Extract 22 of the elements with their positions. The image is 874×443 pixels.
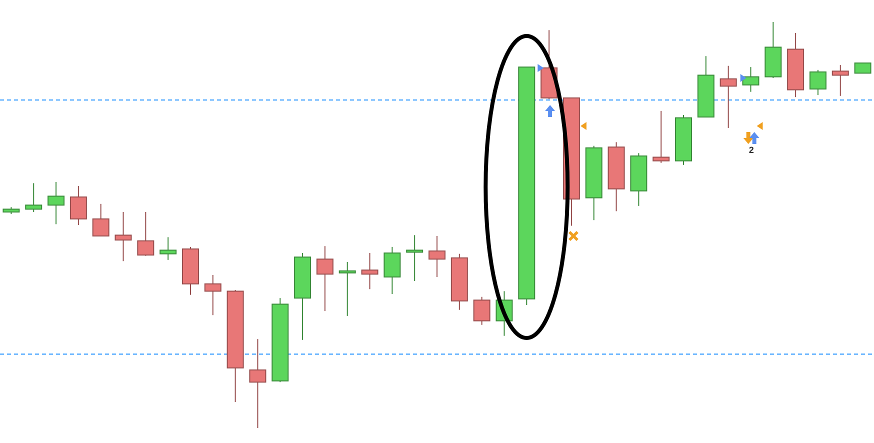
- annotation: 2: [748, 145, 754, 155]
- candlestick: [25, 182, 42, 213]
- candlestick: [652, 110, 670, 164]
- candlestick: [473, 296, 490, 326]
- candlestick: [854, 62, 872, 74]
- candlestick: [361, 252, 378, 290]
- candlestick: [406, 234, 424, 282]
- candlestick: [92, 203, 110, 236]
- candlestick: [316, 246, 334, 312]
- candlestick: [204, 274, 222, 316]
- candlestick: [114, 212, 132, 262]
- candlestick: [338, 261, 356, 316]
- candlestick: [384, 246, 401, 295]
- candlestick: [137, 212, 154, 256]
- candlestick: [809, 69, 826, 96]
- candlestick: [720, 65, 737, 128]
- candlestick: [48, 181, 65, 225]
- candlestick: [160, 236, 177, 260]
- candlestick: [428, 235, 446, 278]
- candlestick: [832, 64, 849, 96]
- candlestick: [249, 338, 266, 428]
- candlestick: [70, 186, 87, 226]
